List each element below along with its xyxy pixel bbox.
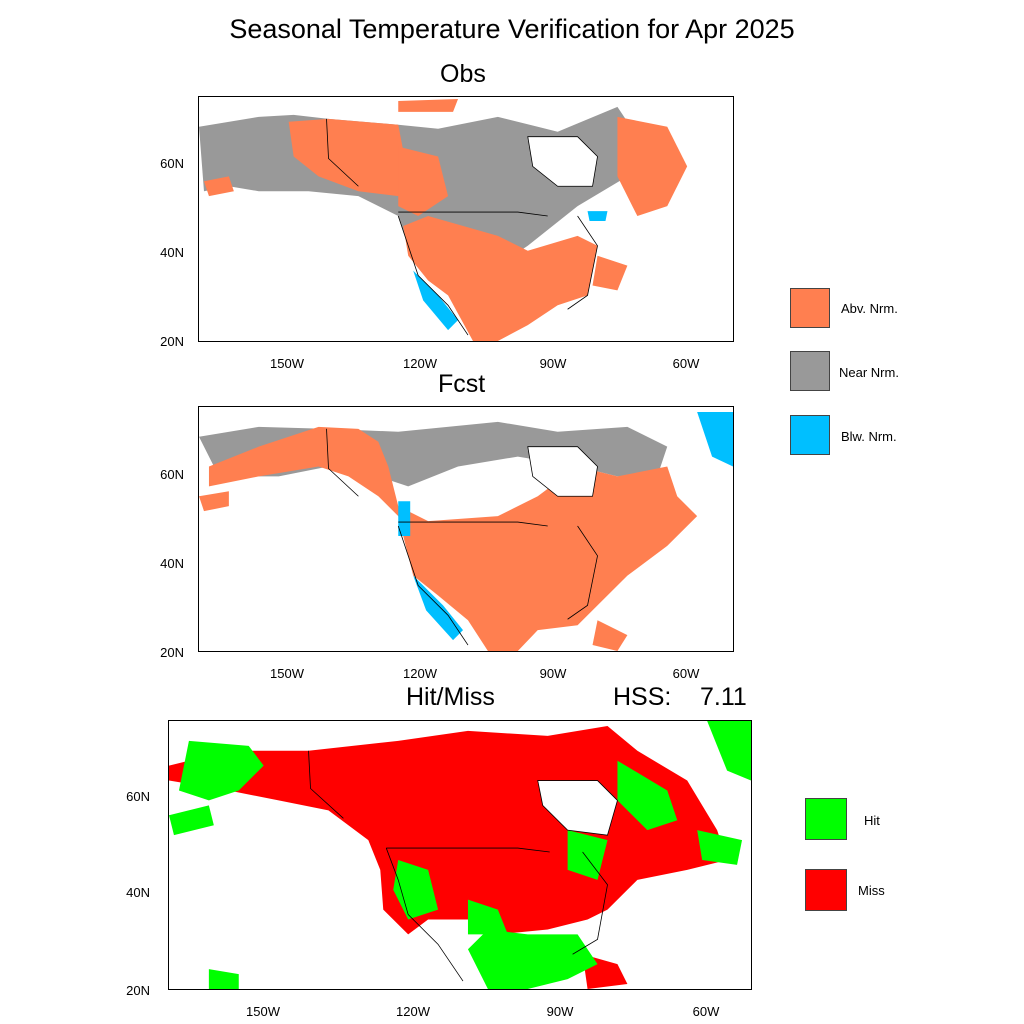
fcst-map	[198, 406, 734, 652]
hitmiss-panel-title: Hit/Miss	[406, 683, 495, 711]
hitmiss-lon-label-150w: 150W	[246, 1004, 280, 1019]
hss-value: 7.11	[700, 683, 747, 711]
obs-map	[198, 96, 734, 342]
fcst-lon-label-150w: 150W	[270, 666, 304, 681]
fcst-lat-label-60n: 60N	[160, 467, 184, 482]
legend-label-hit: Hit	[864, 813, 880, 828]
hitmiss-lat-label-60n: 60N	[126, 789, 150, 804]
legend-swatch-near-normal	[790, 351, 830, 391]
hitmiss-lon-label-90w: 90W	[546, 1004, 574, 1019]
hitmiss-hudson-bay-blank	[537, 780, 618, 836]
obs-lon-label-90w: 90W	[539, 356, 567, 371]
obs-lon-label-150w: 150W	[270, 356, 304, 371]
legend-swatch-miss	[805, 869, 847, 911]
legend-label-miss: Miss	[858, 883, 885, 898]
obs-lat-label-60n: 60N	[160, 156, 184, 171]
legend-swatch-below-normal	[790, 415, 830, 455]
hitmiss-lat-label-20n: 20N	[126, 983, 150, 998]
legend-label-above-normal: Abv. Nrm.	[841, 301, 898, 316]
obs-panel-title: Obs	[440, 60, 486, 88]
fcst-lat-label-40n: 40N	[160, 556, 184, 571]
hitmiss-hit-region	[169, 721, 751, 989]
legend-label-below-normal: Blw. Nrm.	[841, 429, 897, 444]
fcst-hudson-bay-blank	[527, 446, 598, 497]
hitmiss-lon-label-120w: 120W	[396, 1004, 430, 1019]
fcst-lat-label-20n: 20N	[160, 645, 184, 660]
hitmiss-lon-label-60w: 60W	[692, 1004, 720, 1019]
legend-swatch-hit	[805, 798, 847, 840]
fcst-below-normal-region	[398, 411, 733, 641]
obs-lon-label-120w: 120W	[403, 356, 437, 371]
fcst-lon-label-120w: 120W	[403, 666, 437, 681]
legend-swatch-above-normal	[790, 288, 830, 328]
hitmiss-lat-label-40n: 40N	[126, 885, 150, 900]
obs-coastlines	[326, 118, 598, 336]
fcst-panel-title: Fcst	[438, 370, 486, 398]
hss-label: HSS:	[613, 683, 672, 711]
fcst-lon-label-60w: 60W	[672, 666, 700, 681]
obs-above-normal-region	[203, 98, 688, 341]
obs-hudson-bay-blank	[527, 136, 598, 187]
obs-lat-label-40n: 40N	[160, 245, 184, 260]
obs-lon-label-60w: 60W	[672, 356, 700, 371]
obs-below-normal-region	[413, 211, 608, 331]
hitmiss-coastlines	[308, 750, 618, 982]
obs-lat-label-20n: 20N	[160, 334, 184, 349]
fcst-coastlines	[326, 428, 598, 646]
figure-title: Seasonal Temperature Verification for Ap…	[229, 14, 795, 44]
fcst-lon-label-90w: 90W	[539, 666, 567, 681]
hitmiss-map	[168, 720, 752, 990]
legend-label-near-normal: Near Nrm.	[839, 365, 899, 380]
